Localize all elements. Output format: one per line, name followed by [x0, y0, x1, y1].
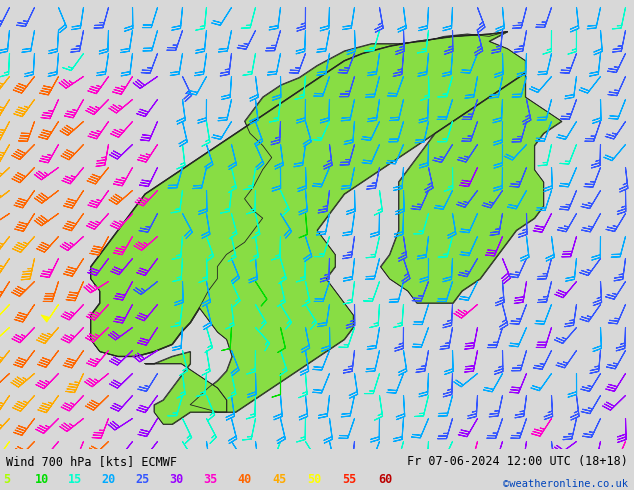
Text: Wind 700 hPa [kts] ECMWF: Wind 700 hPa [kts] ECMWF [6, 455, 178, 467]
Text: 50: 50 [307, 473, 321, 486]
Text: 35: 35 [204, 473, 217, 486]
Text: 10: 10 [35, 473, 49, 486]
Text: 45: 45 [273, 473, 287, 486]
Text: 30: 30 [169, 473, 183, 486]
Text: 55: 55 [342, 473, 356, 486]
Text: 40: 40 [238, 473, 252, 486]
Text: Fr 07-06-2024 12:00 UTC (18+18): Fr 07-06-2024 12:00 UTC (18+18) [407, 455, 628, 467]
Text: 20: 20 [101, 473, 115, 486]
Text: 60: 60 [378, 473, 392, 486]
Text: 15: 15 [68, 473, 82, 486]
Text: 5: 5 [3, 473, 10, 486]
Text: 25: 25 [135, 473, 149, 486]
Text: ©weatheronline.co.uk: ©weatheronline.co.uk [503, 479, 628, 489]
